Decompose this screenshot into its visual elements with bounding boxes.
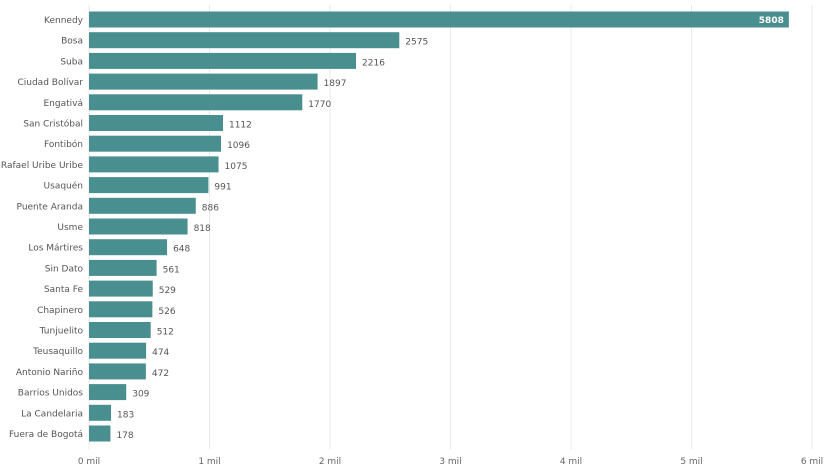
category-label: Ciudad Bolívar bbox=[17, 78, 83, 88]
category-label: Usaquén bbox=[44, 181, 83, 192]
data-label: 474 bbox=[152, 348, 169, 358]
data-label: 512 bbox=[157, 328, 174, 338]
x-axis: 0 mil 1 mil 2 mil 3 mil 4 mil 5 mil 6 mil bbox=[78, 457, 823, 467]
bar bbox=[89, 239, 168, 256]
x-tick-label: 4 mil bbox=[560, 457, 582, 467]
x-tick-label: 1 mil bbox=[198, 457, 220, 467]
bar bbox=[89, 156, 219, 173]
bars: Kennedy 5808 Bosa 2575 Suba 2216 Ciudad Bolíva… bbox=[1, 11, 789, 442]
category-label: Los Mártires bbox=[28, 244, 83, 254]
data-label: 561 bbox=[163, 265, 180, 275]
data-label: 1096 bbox=[227, 141, 250, 151]
bar bbox=[89, 384, 127, 401]
category-label: Teusaquillo bbox=[32, 347, 83, 357]
bar bbox=[89, 404, 112, 421]
bar bbox=[89, 94, 303, 111]
category-label: Santa Fe bbox=[44, 285, 84, 295]
category-label: Sin Dato bbox=[45, 264, 84, 274]
category-label: Antonio Nariño bbox=[16, 368, 84, 378]
bar bbox=[89, 32, 400, 49]
data-label: 886 bbox=[202, 203, 219, 213]
bar bbox=[89, 280, 153, 297]
category-label: Kennedy bbox=[44, 16, 84, 26]
bar bbox=[89, 342, 147, 359]
data-label: 1112 bbox=[229, 121, 252, 131]
x-tick-label: 3 mil bbox=[439, 457, 461, 467]
bar bbox=[89, 363, 146, 380]
data-label: 309 bbox=[132, 390, 149, 400]
category-label: Chapinero bbox=[37, 306, 83, 316]
x-tick-label: 2 mil bbox=[319, 457, 341, 467]
category-label: Puente Aranda bbox=[17, 202, 83, 212]
bar bbox=[89, 259, 157, 276]
data-label: 1075 bbox=[225, 162, 248, 172]
data-label: 1897 bbox=[324, 79, 347, 89]
data-label: 818 bbox=[194, 224, 211, 234]
category-label: Rafael Uribe Uribe bbox=[1, 161, 84, 171]
category-label: Fuera de Bogotá bbox=[9, 430, 83, 440]
bar bbox=[89, 11, 789, 28]
bar bbox=[89, 218, 188, 235]
bar bbox=[89, 177, 209, 194]
bar bbox=[89, 425, 111, 442]
category-label: Engativá bbox=[44, 99, 84, 109]
data-label: 526 bbox=[158, 307, 175, 317]
bar bbox=[89, 135, 222, 152]
data-label: 2575 bbox=[405, 38, 428, 48]
x-tick-label: 5 mil bbox=[680, 457, 702, 467]
data-label: 529 bbox=[159, 286, 176, 296]
data-label: 2216 bbox=[362, 58, 385, 68]
data-label: 991 bbox=[214, 183, 231, 193]
data-label: 1770 bbox=[308, 100, 331, 110]
bar bbox=[89, 115, 223, 131]
bar bbox=[89, 301, 153, 318]
category-label: La Candelaria bbox=[21, 409, 83, 419]
category-label: Tunjuelito bbox=[39, 327, 84, 337]
category-label: Bosa bbox=[61, 37, 83, 47]
x-tick-label: 6 mil bbox=[801, 457, 823, 467]
data-label: 183 bbox=[117, 410, 134, 420]
category-label: Fontibón bbox=[44, 139, 83, 150]
bar bbox=[89, 322, 151, 338]
category-label: Suba bbox=[60, 57, 83, 67]
x-tick-label: 0 mil bbox=[78, 457, 100, 467]
category-label: Barrios Unidos bbox=[18, 389, 83, 399]
data-label: 178 bbox=[116, 431, 133, 441]
category-label: San Cristóbal bbox=[23, 119, 83, 130]
category-label: Usme bbox=[57, 223, 83, 233]
bar bbox=[89, 73, 318, 90]
data-label: 5808 bbox=[759, 16, 784, 26]
bar bbox=[89, 197, 196, 214]
data-label: 648 bbox=[173, 245, 190, 255]
data-label: 472 bbox=[152, 369, 169, 379]
bar bbox=[89, 52, 357, 69]
